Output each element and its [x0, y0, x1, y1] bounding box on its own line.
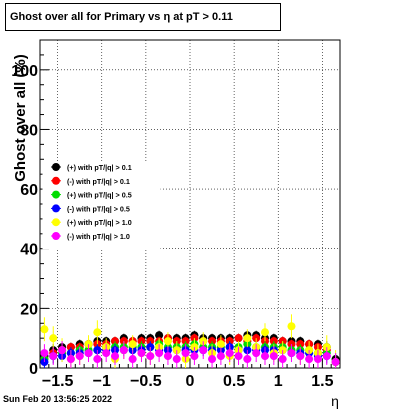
- data-point: [296, 352, 305, 361]
- data-point: [137, 349, 146, 358]
- data-point: [287, 322, 296, 331]
- data-point: [234, 334, 243, 343]
- legend-label: (+) with pT/|q| > 0.5: [67, 191, 132, 200]
- data-point: [119, 346, 128, 355]
- data-point: [155, 349, 164, 358]
- data-point: [66, 355, 75, 364]
- data-point: [163, 337, 172, 346]
- data-point: [128, 355, 137, 364]
- legend-label: (-) with pT/|q| > 0.1: [67, 177, 130, 186]
- legend-marker: [52, 190, 60, 199]
- title-box: Ghost over all for Primary vs η at pT > …: [5, 3, 281, 31]
- data-point: [40, 349, 49, 358]
- data-point: [111, 352, 119, 361]
- data-point: [208, 355, 217, 364]
- data-point: [331, 358, 340, 367]
- data-point: [216, 352, 225, 361]
- data-point: [172, 355, 181, 364]
- chart-title: Ghost over all for Primary vs η at pT > …: [10, 11, 233, 23]
- y-tick-label: 40: [20, 242, 38, 259]
- data-point: [49, 334, 58, 343]
- legend-marker: [52, 232, 60, 240]
- x-tick-label: −1.5: [42, 373, 74, 390]
- y-tick-label: 60: [20, 182, 38, 199]
- data-point: [102, 349, 111, 358]
- legend-label: (-) with pT/|q| > 0.5: [67, 204, 130, 213]
- data-point: [163, 352, 172, 361]
- data-point: [216, 340, 225, 349]
- legend-marker: [52, 218, 60, 227]
- data-point: [128, 340, 137, 349]
- data-point: [146, 352, 155, 361]
- data-point: [243, 355, 252, 364]
- x-tick-label: −0.5: [130, 373, 162, 390]
- data-point: [84, 349, 93, 358]
- legend-marker: [52, 204, 60, 213]
- data-point: [278, 355, 287, 364]
- data-point: [261, 328, 269, 337]
- data-point: [155, 331, 164, 340]
- data-point: [261, 352, 269, 361]
- legend-marker: [52, 163, 60, 171]
- legend-label: (+) with pT/|q| > 0.1: [67, 163, 132, 172]
- date-stamp: Sun Feb 20 13:56:25 2022: [3, 394, 113, 404]
- data-point: [313, 355, 322, 364]
- data-point: [305, 355, 314, 364]
- x-tick-label: 0.5: [223, 373, 245, 390]
- data-point: [322, 352, 331, 361]
- data-point: [234, 352, 243, 361]
- data-point: [225, 349, 234, 358]
- data-point: [252, 349, 261, 358]
- x-tick-label: 0: [186, 373, 195, 390]
- legend-marker: [52, 176, 60, 185]
- data-point: [287, 349, 296, 358]
- data-point: [243, 334, 252, 343]
- legend-label: (-) with pT/|q| > 1.0: [67, 232, 130, 241]
- y-tick-label: 100: [11, 63, 38, 80]
- data-point: [40, 325, 49, 334]
- x-axis-title: η: [331, 393, 339, 409]
- y-tick-label: 0: [29, 361, 38, 378]
- data-point: [269, 352, 278, 361]
- data-point: [49, 352, 58, 361]
- data-point: [75, 352, 84, 361]
- series-5: [40, 341, 340, 368]
- y-axis-title: Ghost over all (%): [12, 54, 29, 182]
- y-tick-label: 20: [20, 301, 38, 318]
- y-tick-label: 80: [20, 122, 38, 139]
- x-tick-label: 1.5: [311, 373, 333, 390]
- legend-label: (+) with pT/|q| > 1.0: [67, 218, 132, 227]
- x-tick-label: 1: [274, 373, 283, 390]
- data-point: [58, 346, 67, 355]
- data-point: [190, 352, 199, 361]
- data-point: [93, 355, 102, 364]
- data-point: [199, 346, 208, 355]
- data-point: [93, 328, 102, 337]
- legend-box: [42, 162, 161, 250]
- data-point: [181, 349, 190, 358]
- x-tick-label: −1: [93, 373, 111, 390]
